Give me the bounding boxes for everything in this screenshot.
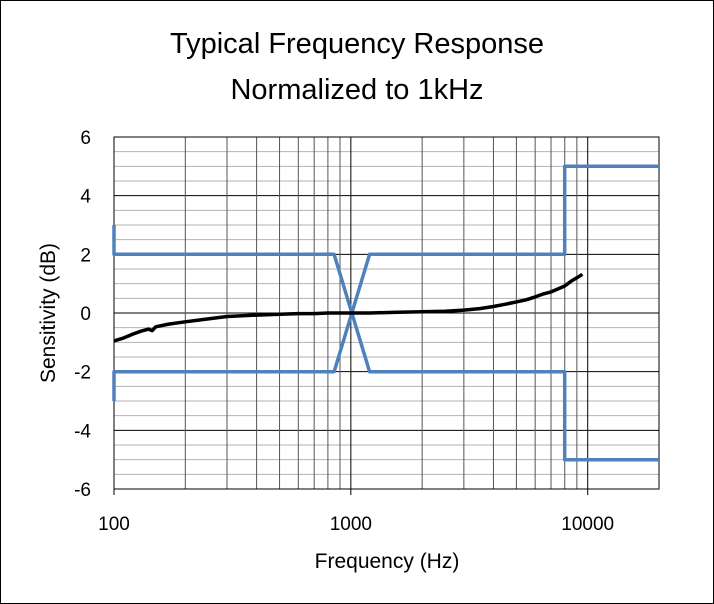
grid-lines xyxy=(113,136,660,495)
x-tick-label: 100 xyxy=(98,514,130,535)
y-tick-label: -2 xyxy=(74,363,91,384)
y-tick-label: 4 xyxy=(80,187,91,208)
plot-area-border xyxy=(113,136,660,490)
chart-title-line-1: Typical Frequency Response xyxy=(170,28,544,60)
y-tick-label: 2 xyxy=(80,245,91,266)
y-tick-label: 6 xyxy=(80,128,91,149)
x-tick-label: 1000 xyxy=(330,514,372,535)
x-tick-labels: 100 1000 10000 xyxy=(98,514,614,535)
y-tick-label: 0 xyxy=(80,304,91,325)
y-axis-label: Sensitivity (dB) xyxy=(37,243,60,383)
tolerance-limit-line-1 xyxy=(112,225,659,462)
y-tick-label: -6 xyxy=(74,480,91,501)
typical-response-line xyxy=(113,272,584,343)
series-lines xyxy=(112,164,659,462)
x-axis-label: Frequency (Hz) xyxy=(315,550,460,573)
tolerance-limit-line-2 xyxy=(112,164,659,401)
x-tick-label: 10000 xyxy=(561,514,614,535)
y-tick-label: -4 xyxy=(74,421,91,442)
chart-title-line-2: Normalized to 1kHz xyxy=(230,74,483,106)
y-tick-labels: -6 -4 -2 0 2 4 6 xyxy=(74,128,91,501)
